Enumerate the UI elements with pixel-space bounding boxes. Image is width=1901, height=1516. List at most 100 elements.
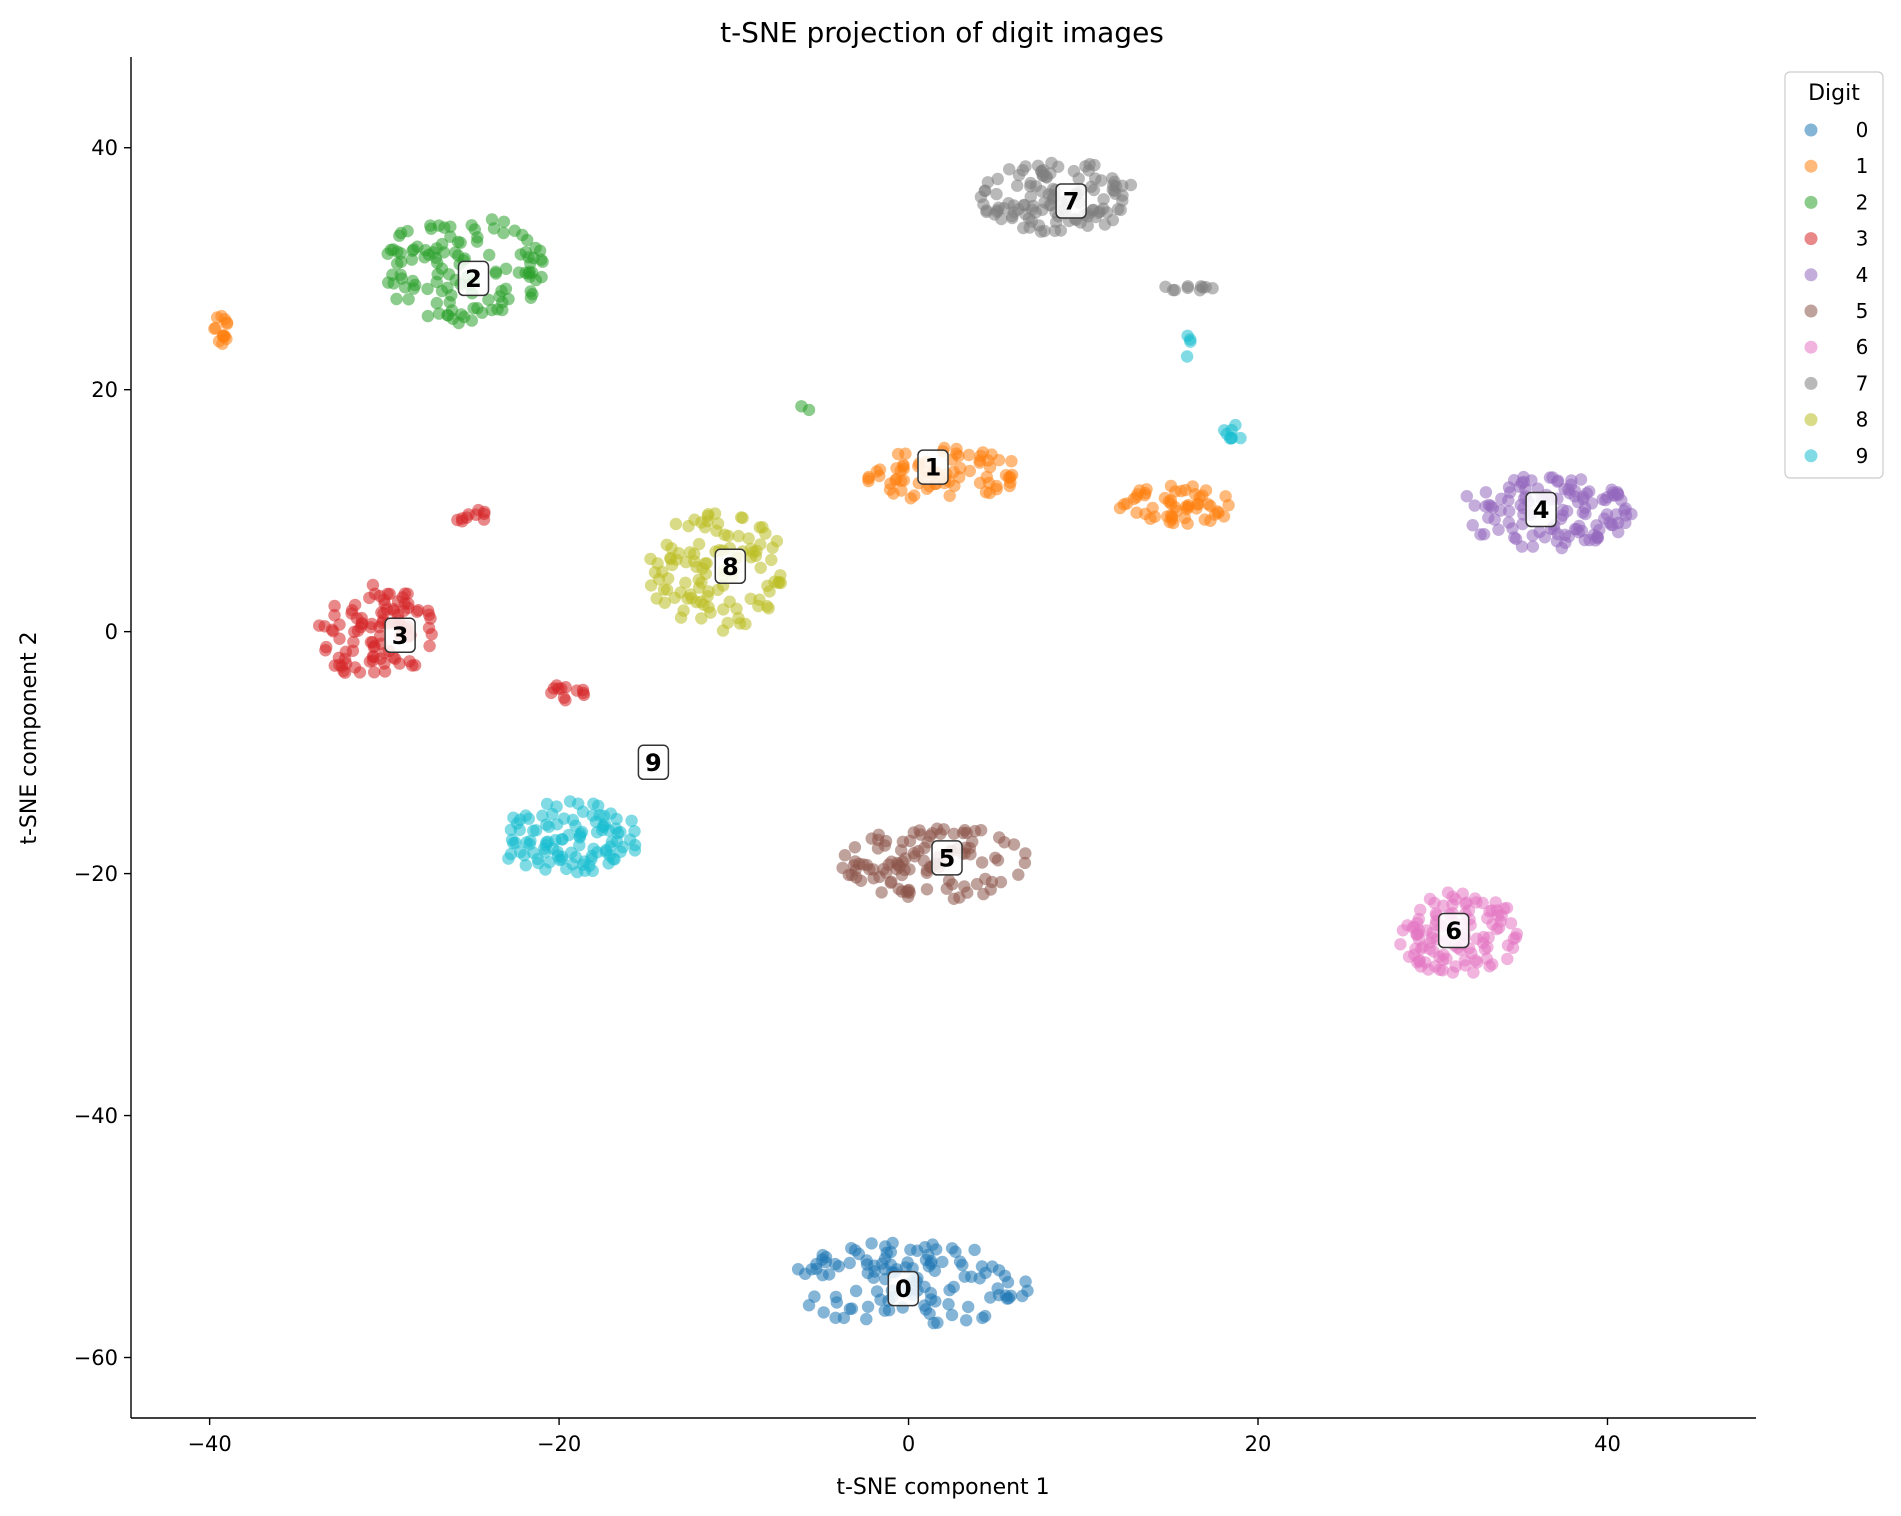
point-digit-9 xyxy=(625,814,638,827)
point-digit-5 xyxy=(838,849,852,862)
point-digit-2 xyxy=(521,233,534,247)
point-digit-7 xyxy=(1006,211,1019,225)
point-digit-1 xyxy=(1208,508,1222,521)
point-digit-0 xyxy=(843,1256,856,1270)
point-digit-2 xyxy=(424,219,437,232)
point-digit-8 xyxy=(770,534,784,548)
cluster-label-text: 8 xyxy=(722,553,739,581)
point-digit-6 xyxy=(1504,917,1518,930)
point-digit-1 xyxy=(862,472,875,485)
legend-item-5: 5 xyxy=(1804,299,1868,323)
point-digit-5 xyxy=(877,863,890,876)
point-digit-7 xyxy=(1087,183,1101,197)
point-digit-1 xyxy=(884,477,897,490)
point-digit-6 xyxy=(1426,931,1439,945)
point-digit-8 xyxy=(648,566,662,579)
point-digit-5 xyxy=(970,877,984,891)
point-digit-8 xyxy=(704,606,717,619)
point-digit-2 xyxy=(496,303,509,317)
point-digit-5 xyxy=(920,883,934,896)
point-digit-9 xyxy=(1234,431,1247,445)
point-digit-7 xyxy=(1035,185,1048,198)
point-digit-6 xyxy=(1446,966,1460,979)
point-digit-0 xyxy=(823,1268,836,1281)
point-digit-0 xyxy=(799,1267,812,1281)
point-digit-9 xyxy=(1181,329,1194,342)
point-digit-7 xyxy=(1194,280,1208,293)
point-digit-8 xyxy=(753,521,766,534)
cluster-label-6: 6 xyxy=(1437,912,1470,949)
point-digit-1 xyxy=(891,447,905,461)
point-digit-7 xyxy=(1044,167,1057,180)
y-axis-ticks: −60 −40 −20 0 20 40 xyxy=(74,136,131,1370)
point-digit-4 xyxy=(1610,508,1623,521)
point-digit-5 xyxy=(977,887,990,901)
point-digit-9 xyxy=(610,812,623,826)
point-digit-6 xyxy=(1497,902,1511,915)
point-digit-7 xyxy=(978,184,991,197)
point-digit-2 xyxy=(795,400,808,413)
cluster-label-3: 3 xyxy=(384,617,416,654)
point-digit-2 xyxy=(497,215,511,228)
point-digit-5 xyxy=(893,860,906,874)
point-digit-8 xyxy=(710,524,723,537)
point-digit-0 xyxy=(962,1300,975,1314)
point-digit-7 xyxy=(1050,215,1063,229)
point-digit-0 xyxy=(810,1257,823,1271)
x-axis-label: t-SNE component 1 xyxy=(836,1475,1049,1500)
point-digit-4 xyxy=(1560,504,1574,518)
legend-marker xyxy=(1804,413,1818,427)
point-digit-0 xyxy=(817,1306,830,1319)
point-digit-0 xyxy=(936,1255,949,1269)
point-digit-7 xyxy=(1206,282,1219,295)
point-digit-0 xyxy=(1019,1275,1032,1288)
point-digit-1 xyxy=(1163,515,1177,529)
point-digit-7 xyxy=(1166,283,1180,297)
point-digit-3 xyxy=(328,599,341,613)
cluster-label-text: 6 xyxy=(1445,917,1462,945)
point-digit-4 xyxy=(1550,535,1564,548)
point-digit-5 xyxy=(849,855,862,868)
x-tick-label: 20 xyxy=(1245,1432,1272,1456)
point-digit-2 xyxy=(387,277,400,290)
point-digit-9 xyxy=(603,849,616,862)
y-tick-label: 20 xyxy=(91,378,118,402)
point-digit-3 xyxy=(366,578,380,592)
point-digit-7 xyxy=(1097,193,1110,206)
point-digit-3 xyxy=(577,686,590,700)
point-digit-8 xyxy=(735,511,748,524)
x-tick-label: −40 xyxy=(187,1432,231,1456)
point-digit-0 xyxy=(868,1265,881,1278)
point-digit-2 xyxy=(394,247,407,260)
point-digit-6 xyxy=(1394,938,1407,951)
point-digit-5 xyxy=(993,831,1006,844)
point-digit-9 xyxy=(550,800,563,813)
point-digit-5 xyxy=(1019,847,1032,860)
point-digit-2 xyxy=(454,236,467,249)
y-axis-label: t-SNE component 2 xyxy=(17,631,42,844)
point-digit-0 xyxy=(865,1237,878,1250)
point-digit-0 xyxy=(918,1299,931,1312)
point-digit-7 xyxy=(1072,172,1085,185)
point-digit-1 xyxy=(220,316,234,329)
point-digit-7 xyxy=(1003,163,1016,176)
point-digit-8 xyxy=(688,555,701,568)
point-digit-1 xyxy=(943,489,956,502)
x-tick-label: 0 xyxy=(902,1432,915,1456)
point-digit-7 xyxy=(1108,184,1121,198)
point-digit-3 xyxy=(401,587,414,600)
point-digit-8 xyxy=(670,553,683,566)
point-digit-3 xyxy=(378,657,391,670)
point-digit-1 xyxy=(1005,455,1018,468)
point-digit-9 xyxy=(571,865,584,879)
cluster-label-text: 5 xyxy=(939,844,956,872)
point-digit-8 xyxy=(677,604,690,617)
point-digit-7 xyxy=(1079,160,1092,173)
legend-item-9: 9 xyxy=(1804,444,1868,468)
point-digit-3 xyxy=(347,635,360,649)
point-digit-7 xyxy=(991,172,1004,186)
legend-marker xyxy=(1804,449,1818,463)
point-digit-4 xyxy=(1460,490,1474,503)
point-digit-9 xyxy=(585,849,598,863)
